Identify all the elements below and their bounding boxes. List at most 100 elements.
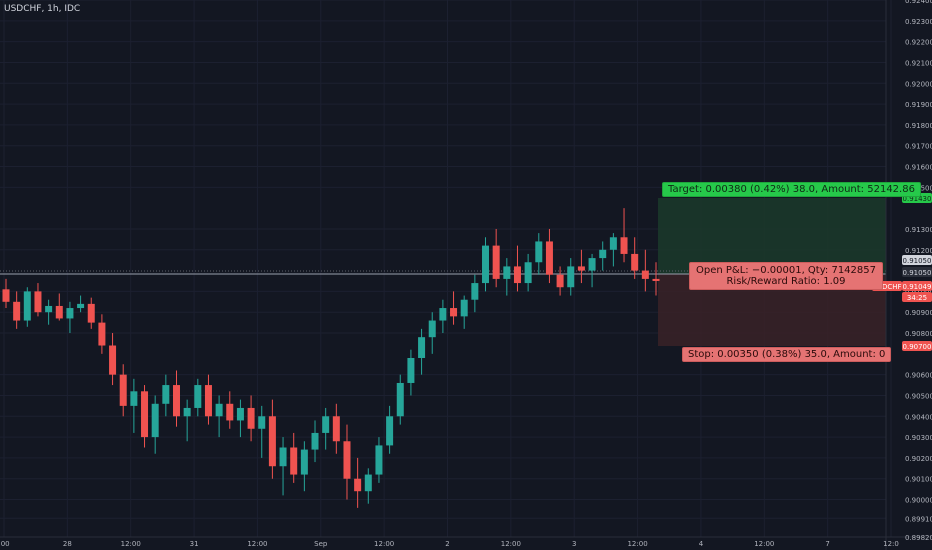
candle-body[interactable] — [354, 478, 362, 492]
candle-body[interactable] — [492, 245, 500, 279]
candle-body[interactable] — [386, 416, 394, 446]
candle-body[interactable] — [641, 270, 649, 279]
candle-body[interactable] — [194, 385, 202, 408]
price-tick-label: 0.89820 — [905, 534, 932, 542]
candle-body[interactable] — [609, 237, 617, 250]
candle-body[interactable] — [460, 299, 468, 317]
candle-body[interactable] — [311, 432, 319, 450]
candle-body[interactable] — [109, 345, 117, 375]
candle-body[interactable] — [87, 303, 95, 323]
candle-body[interactable] — [332, 416, 340, 442]
candle-body[interactable] — [98, 322, 106, 346]
candle-body[interactable] — [343, 441, 351, 479]
candle-body[interactable] — [183, 407, 191, 417]
candle-body[interactable] — [172, 385, 180, 417]
candle-body[interactable] — [2, 289, 10, 302]
candle-body[interactable] — [396, 382, 404, 417]
time-tick-label: 12:00 — [754, 540, 774, 548]
candle-body[interactable] — [300, 449, 308, 475]
time-tick-label: 3 — [572, 540, 576, 548]
svg-text:34:25: 34:25 — [907, 294, 927, 302]
candle-body[interactable] — [482, 245, 490, 284]
svg-text:0.90700: 0.90700 — [903, 343, 932, 351]
candle-body[interactable] — [652, 278, 660, 281]
time-tick-label: :00 — [0, 540, 10, 548]
candle-body[interactable] — [236, 407, 244, 421]
pnl-label[interactable]: Open P&L: −0.00001, Qty: 7142857 Risk/Re… — [689, 262, 883, 290]
candle-body[interactable] — [535, 241, 543, 263]
price-tick-label: 0.90800 — [905, 330, 932, 338]
time-tick-label: 12:00 — [374, 540, 394, 548]
candle-body[interactable] — [545, 241, 553, 275]
time-tick-label: 12:0 — [883, 540, 899, 548]
candle-body[interactable] — [375, 445, 383, 475]
candle-body[interactable] — [258, 416, 266, 429]
candle-body[interactable] — [226, 403, 234, 421]
candle-body[interactable] — [66, 308, 74, 319]
candle-body[interactable] — [471, 283, 479, 300]
candle-body[interactable] — [45, 305, 53, 313]
candle-body[interactable] — [141, 391, 149, 438]
candle-body[interactable] — [428, 320, 436, 338]
price-tick-label: 0.89910 — [905, 515, 932, 523]
candle-body[interactable] — [588, 258, 596, 271]
candle-body[interactable] — [34, 291, 42, 313]
candle-body[interactable] — [119, 374, 127, 406]
candle-body[interactable] — [130, 391, 138, 406]
candle-body[interactable] — [450, 308, 458, 317]
price-tick-label: 0.90300 — [905, 434, 932, 442]
candle-body[interactable] — [439, 308, 447, 321]
candle-body[interactable] — [23, 291, 31, 321]
target-zone[interactable] — [658, 198, 886, 274]
candle-body[interactable] — [503, 266, 511, 279]
time-tick-label: 12:00 — [247, 540, 267, 548]
candle-body[interactable] — [599, 249, 607, 259]
candle-body[interactable] — [13, 301, 21, 321]
candle-body[interactable] — [364, 474, 372, 492]
candle-body[interactable] — [162, 385, 170, 404]
price-tick-label: 0.92100 — [905, 59, 932, 67]
candle-body[interactable] — [151, 403, 159, 438]
candle-body[interactable] — [77, 303, 85, 309]
candle-body[interactable] — [279, 447, 287, 467]
candle-body[interactable] — [556, 274, 564, 288]
price-tick-label: 0.90000 — [905, 497, 932, 505]
target-label[interactable]: Target: 0.00380 (0.42%) 38.0, Amount: 52… — [662, 182, 921, 197]
candle-body[interactable] — [268, 416, 276, 467]
time-tick-label: 12:00 — [627, 540, 647, 548]
price-tick-label: 0.91800 — [905, 122, 932, 130]
candle-body[interactable] — [577, 266, 585, 271]
time-axis[interactable]: :00 28 12:00 31 12:00 Sep 12:00 2 12:00 3 12:00 4 12… — [0, 540, 899, 548]
svg-text:0.91049: 0.91049 — [903, 283, 932, 291]
price-tick-label: 0.90100 — [905, 476, 932, 484]
entry-price-badge: 0.91050 — [902, 255, 932, 265]
candle-body[interactable] — [418, 337, 426, 358]
candle-body[interactable] — [247, 407, 255, 429]
time-tick-label: 7 — [825, 540, 829, 548]
time-tick-label: 2 — [445, 540, 449, 548]
candle-body[interactable] — [620, 237, 628, 254]
time-tick-label: 12:00 — [121, 540, 141, 548]
candle-body[interactable] — [524, 262, 532, 284]
price-tick-label: 0.92200 — [905, 39, 932, 47]
candle-body[interactable] — [513, 266, 521, 284]
stop-price-badge: 0.90700 — [902, 341, 932, 351]
price-tick-label: 0.90200 — [905, 455, 932, 463]
open-pnl-text: Open P&L: −0.00001, Qty: 7142857 — [696, 265, 876, 276]
candle-body[interactable] — [55, 305, 63, 319]
time-tick-label: Sep — [314, 540, 328, 548]
candle-body[interactable] — [567, 266, 575, 288]
candle-body[interactable] — [407, 358, 415, 383]
price-tick-label: 0.90500 — [905, 392, 932, 400]
candle-body[interactable] — [631, 253, 639, 271]
candle-body[interactable] — [204, 385, 212, 417]
symbol-title: USDCHF, 1h, IDC — [4, 4, 81, 14]
candle-body[interactable] — [215, 403, 223, 417]
price-tick-label: 0.92400 — [905, 0, 932, 5]
candle-body[interactable] — [290, 447, 298, 475]
candle-body[interactable] — [322, 416, 330, 433]
price-tick-label: 0.90400 — [905, 413, 932, 421]
candles-layer — [2, 208, 660, 508]
risk-reward-text: Risk/Reward Ratio: 1.09 — [726, 276, 846, 287]
stop-label[interactable]: Stop: 0.00350 (0.38%) 35.0, Amount: 0 — [682, 347, 892, 362]
